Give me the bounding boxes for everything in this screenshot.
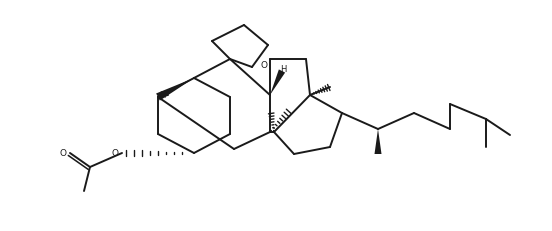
Text: O: O [111,148,118,157]
Polygon shape [156,79,194,101]
Polygon shape [270,70,285,96]
Text: O: O [260,61,267,70]
Polygon shape [374,129,381,154]
Text: H: H [280,64,286,73]
Text: O: O [59,149,66,158]
Text: H: H [159,91,165,100]
